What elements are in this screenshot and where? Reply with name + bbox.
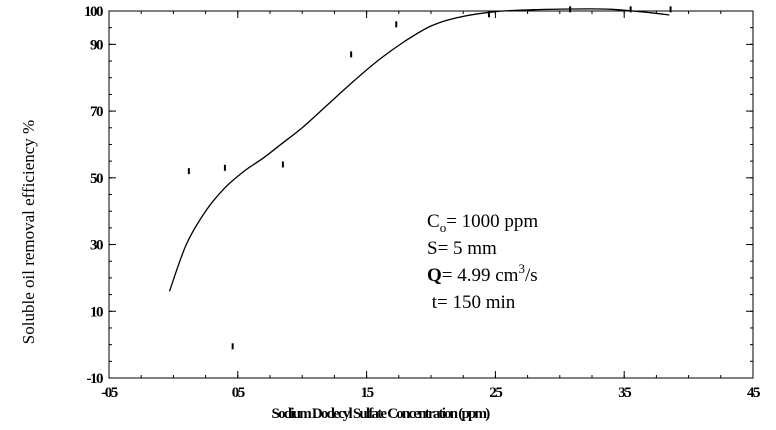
x-tick-label: 05 (232, 385, 245, 401)
y-tick-label: 30 (90, 238, 103, 254)
annotation-c0-value: = 1000 ppm (446, 211, 538, 232)
plot-frame (108, 10, 754, 379)
x-tick-label: -05 (101, 385, 117, 401)
annotation-q-value: = 4.99 cm (442, 265, 519, 286)
y-tick-label: 90 (90, 37, 103, 53)
y-tick-label: 100 (84, 4, 103, 20)
annotation-q: Q= 4.99 cm3/s (427, 261, 538, 286)
annotation-q-bold: Q (427, 265, 442, 286)
data-markers (187, 6, 672, 350)
y-tick-label: 10 (90, 304, 103, 320)
x-tick-label: 35 (618, 385, 631, 401)
annotation-s: S= 5 mm (427, 238, 497, 259)
tick-labels: -05 05 15 25 35 45 -10 10 30 50 70 90 100 (84, 4, 762, 401)
annotation-t: t= 150 min (427, 292, 516, 313)
x-axis-label: Sodium Dodecyl Sulfate Concentration (pp… (272, 406, 491, 422)
x-tick-label: 25 (489, 385, 502, 401)
annotation-q-sup: 3 (518, 261, 525, 276)
x-tick-label: 45 (747, 385, 760, 401)
fit-curve (168, 8, 670, 292)
y-tick-label: 50 (90, 171, 103, 187)
annotation-box: Co= 1000 ppm S= 5 mm Q= 4.99 cm3/s t= 15… (427, 211, 538, 313)
y-tick-label: 70 (90, 104, 103, 120)
y-tick-label: -10 (87, 371, 103, 387)
annotation-c0-sub: o (440, 220, 447, 235)
annotation-q-unit: /s (525, 265, 538, 286)
annotation-c0-prefix: C (427, 211, 440, 232)
x-tick-label: 15 (361, 385, 374, 401)
y-axis-label: Soluble oil removal efficiency % (19, 120, 38, 344)
ticks (108, 10, 754, 379)
annotation-c0: Co= 1000 ppm (427, 211, 538, 235)
